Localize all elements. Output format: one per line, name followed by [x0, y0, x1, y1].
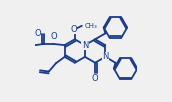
Text: O: O [35, 29, 41, 38]
Text: N: N [102, 52, 109, 61]
Text: O: O [71, 25, 77, 34]
Text: CH₃: CH₃ [84, 23, 97, 29]
Text: N: N [82, 41, 88, 50]
Text: O: O [50, 32, 57, 41]
Text: O: O [92, 74, 98, 83]
